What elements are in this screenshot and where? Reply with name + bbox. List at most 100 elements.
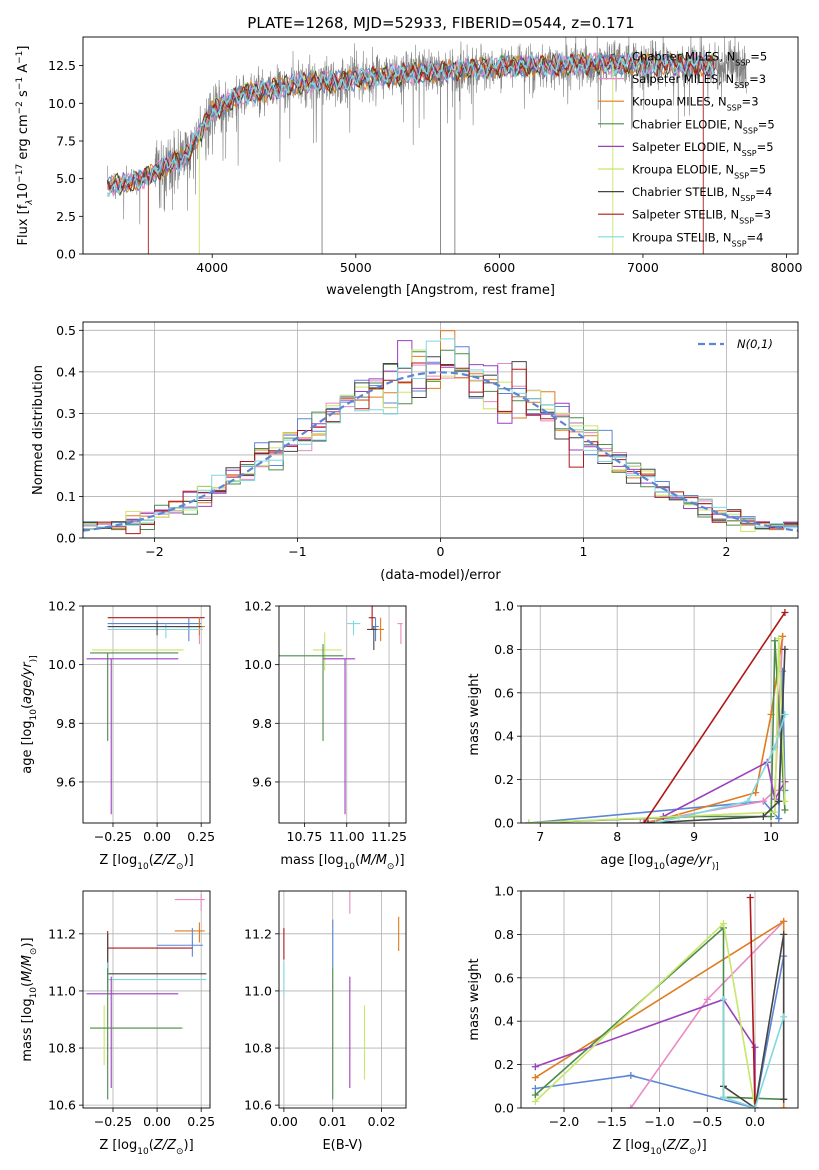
x-tick-label: 4000 [196,260,228,275]
mass-weight-marker [752,789,760,797]
y-tick-label: 10.0 [244,657,272,672]
mass-weight-marker [751,1104,759,1108]
legend-nssp: 4 [765,185,772,199]
label-part: ( [665,853,670,868]
y-tick-label: 9.8 [252,716,272,731]
x-tick-label: −0.25 [94,829,132,844]
mass-weight-marker [780,930,788,938]
axes-frame [520,605,799,824]
label-part: Z [log [99,853,137,868]
legend-n-label: , N [718,72,734,86]
mass-weight-marker [775,635,783,643]
label-part: mass [log [280,853,343,868]
legend-n-label: , N [711,95,727,109]
x-tick-label: 1 [580,544,588,559]
y-axis-label: Normed distribution [31,365,46,495]
mass-weight-marker [531,1074,539,1082]
spectrum-chart: 4000 5000 6000 7000 8000 0.0 2.5 5.0 7.5 10.0 12.5… [15,36,803,298]
label-part: age [log [600,853,653,868]
age_vs_mass-chart: 10.75 11.00 11.25 9.6 9.8 10.0 10.2 mass [log10… [244,599,407,873]
label-part: erg cm [16,114,31,163]
legend-entry: Salpeter ELODIE, NSSP=5 [632,140,774,158]
mass-weight-marker [759,812,767,820]
mass-weight-marker [775,815,783,823]
mass-weight-marker [781,797,789,805]
mass-weight-marker [780,1104,788,1108]
y-tick-label: 10.0 [48,96,76,111]
plot-area [525,609,789,823]
legend-subscript: SSP [740,194,755,203]
legend-equals: = [755,185,765,199]
x-tick-label: 8 [613,829,621,844]
legend-entry: Kroupa STELIB, NSSP=4 [632,230,764,248]
model-spectrum-line [106,52,716,197]
label-part: ( [355,853,360,868]
mass-weight-marker [775,797,783,805]
y-axis-label: mass [log10(M/M⊙)] [20,937,39,1061]
mass-weight-marker [759,797,767,805]
legend-n-label: , N [723,208,739,222]
x-tick-label: 0.00 [270,1114,298,1129]
mass-weight-marker [771,743,779,751]
y-tick-label: 0.0 [56,531,76,546]
mass-weight-marker [640,819,648,823]
y-tick-label: 0.5 [56,323,76,338]
y-axis-label: mass weight [467,958,482,1040]
x-tick-label: 10.75 [287,829,323,844]
label-part: ⊙ [29,948,39,956]
y-tick-label: 10.6 [48,1098,76,1113]
y-tick-label: 10.6 [244,1098,272,1113]
x-axis-label: Z [log10(Z/Z⊙)] [99,853,193,872]
y-tick-label: 11.2 [48,926,76,941]
y-axis-label: mass weight [467,673,482,755]
label-part: Flux [f [16,204,31,245]
legend-equals: = [750,50,760,64]
mass-weight-marker [627,1104,635,1108]
mass-weight-marker [746,894,754,902]
legend: N(0,1) [698,337,773,351]
y-tick-label: 0.6 [494,970,514,985]
x-tick-label: 0.25 [187,829,215,844]
mass-weight-line [535,955,785,1108]
mass-weight-marker [744,797,752,805]
legend-equals: = [758,117,768,131]
x-tick-label: −2 [145,544,163,559]
legend-subscript: SSP [734,81,749,90]
y-tick-label: 0.3 [56,406,76,421]
legend-nssp: 5 [760,50,767,64]
axes-frame [278,605,407,824]
y-axis-label: age [log10(age/yr)] [20,655,39,773]
plot-area [279,606,403,815]
plot-area [283,891,400,1100]
label-part: ( [149,853,154,868]
legend-nssp: 5 [766,140,773,154]
plot-area [86,617,205,815]
axes-frame [278,890,407,1109]
legend-nssp: 3 [751,95,758,109]
y-tick-label: 5.0 [56,171,76,186]
y-tick-label: 11.2 [244,926,272,941]
label-part: −1 [15,77,25,90]
label-part: ⊙ [176,1147,184,1157]
label-part: ( [20,982,35,987]
mass-weight-line [749,897,756,1108]
mass-weight-marker [627,1071,635,1079]
y-tick-label: 0.0 [494,816,514,831]
mass-weight-marker [751,1043,759,1051]
label-part: mass [log [20,998,35,1061]
y-tick-label: 0.0 [56,247,76,262]
x-tick-label: 8000 [771,260,803,275]
label-part: −17 [15,164,25,183]
mass-weight-marker [719,996,727,1003]
y-tick-label: 0.4 [56,364,76,379]
legend-entry: Kroupa ELODIE, NSSP=5 [632,163,766,181]
label-part: −2 [15,101,25,114]
x-tick-label: 0 [437,544,445,559]
x-tick-label: 9 [690,829,698,844]
label-part: age [log [20,720,35,773]
normal-distribution-curve [83,371,798,532]
label-part: age/yr [20,661,35,704]
